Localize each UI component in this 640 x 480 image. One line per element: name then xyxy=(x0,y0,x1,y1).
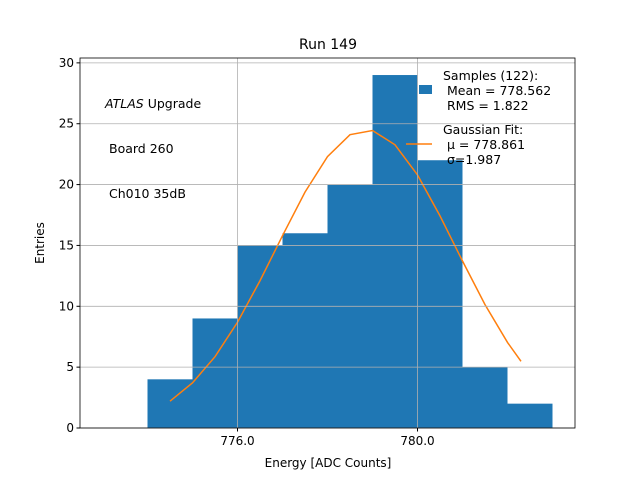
histogram-bar xyxy=(282,233,328,428)
experiment: ATLAS xyxy=(105,96,144,111)
histogram-bar xyxy=(192,318,238,428)
y-tick-label: 20 xyxy=(59,178,74,192)
histogram-bar xyxy=(462,367,508,428)
x-tick-label: 776.0 xyxy=(220,434,254,448)
annotation: ATLAS Upgrade Board 260 Ch010 35dB xyxy=(105,66,201,216)
histogram-bar xyxy=(507,403,553,428)
y-tick-label: 25 xyxy=(59,117,74,131)
channel: Ch010 35dB xyxy=(109,186,186,201)
chart-title: Run 149 xyxy=(299,37,357,53)
x-axis-label: Energy [ADC Counts] xyxy=(265,456,392,470)
legend-swatch xyxy=(419,85,432,94)
board: Board 260 xyxy=(109,141,174,156)
histogram-bar xyxy=(372,75,418,428)
y-tick-label: 15 xyxy=(59,238,74,252)
histogram-bar xyxy=(147,379,193,428)
histogram-bar xyxy=(237,245,283,428)
legend-entry: Samples (122): Mean = 778.562 RMS = 1.82… xyxy=(443,68,552,113)
x-tick-label: 780.0 xyxy=(400,434,434,448)
axes-frame xyxy=(79,57,576,429)
y-axis-label: Entries xyxy=(33,222,47,264)
y-tick-label: 10 xyxy=(59,299,74,313)
y-tick-label: 0 xyxy=(66,421,74,435)
fit-line xyxy=(169,129,522,402)
legend-entry: Gaussian Fit: μ = 778.861 σ=1.987 xyxy=(443,122,526,167)
y-tick-label: 30 xyxy=(59,56,74,70)
annotation-label: Upgrade xyxy=(147,96,202,111)
y-tick-label: 5 xyxy=(66,360,74,374)
histogram-bar xyxy=(417,160,463,428)
